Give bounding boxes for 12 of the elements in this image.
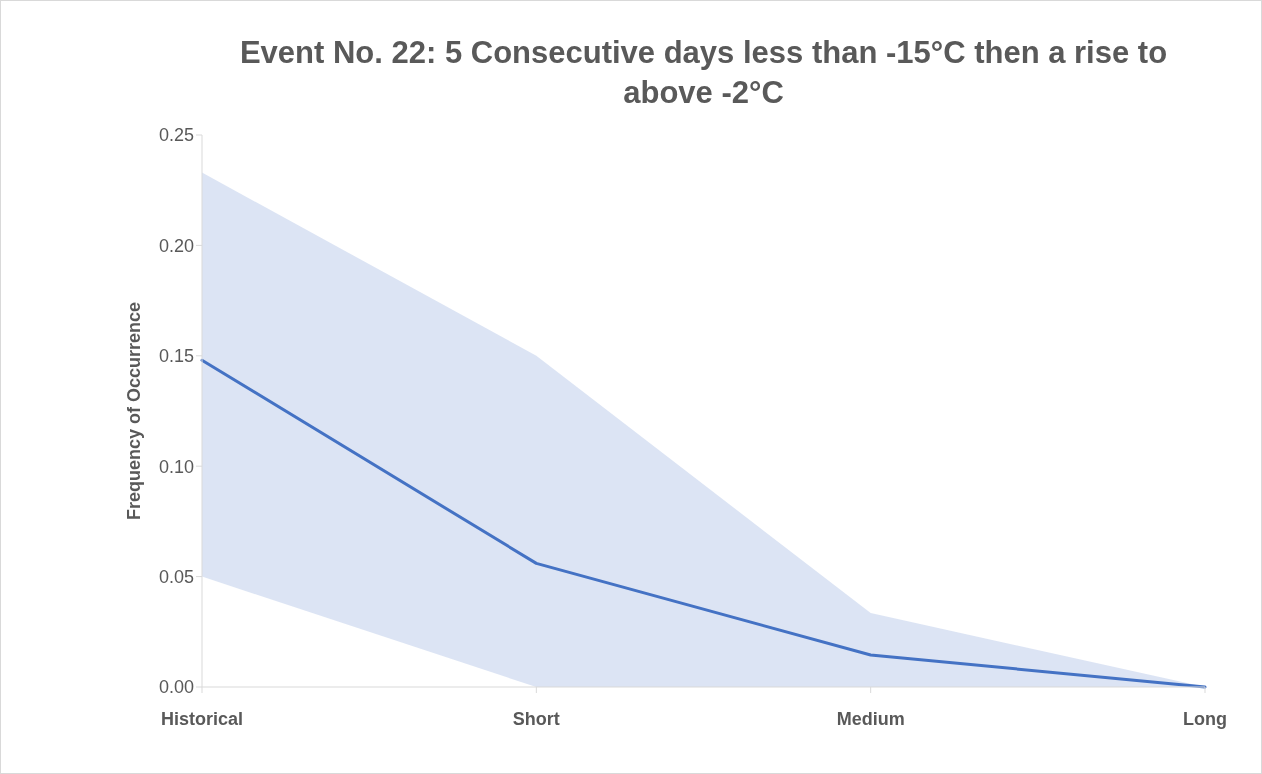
- x-tick-label: Long: [1183, 709, 1227, 729]
- chart-title: Event No. 22: 5 Consecutive days less than -15°C then a rise to above -2°C: [239, 35, 1168, 110]
- y-tick-label: 0.10: [158, 456, 194, 477]
- y-tick-label: 0.25: [158, 125, 194, 146]
- y-tick-label: 0.00: [158, 677, 194, 698]
- y-tick-label: 0.15: [158, 346, 194, 367]
- x-tick-label: Short: [512, 709, 560, 729]
- x-tick-label: Medium: [836, 709, 905, 729]
- y-axis-title: Frequency of Occurrence: [124, 301, 144, 521]
- x-tick-label: Historical: [160, 709, 244, 729]
- y-tick-label: 0.20: [158, 235, 194, 256]
- y-tick-label: 0.05: [158, 566, 194, 587]
